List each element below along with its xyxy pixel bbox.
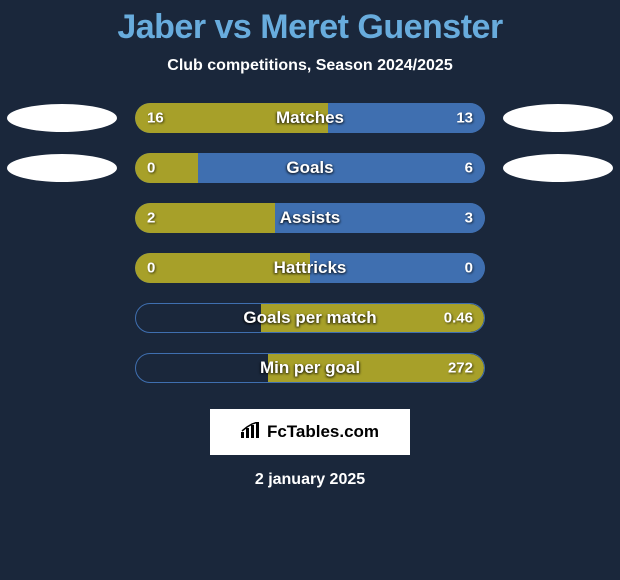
player-right-avatar xyxy=(503,154,613,182)
brand-badge: FcTables.com xyxy=(210,409,410,455)
spacer xyxy=(7,304,117,332)
stat-row: Assists 2 3 xyxy=(7,203,613,233)
stat-row: Min per goal 272 xyxy=(7,353,613,383)
stat-row: Hattricks 0 0 xyxy=(7,253,613,283)
stat-value-right: 0 xyxy=(465,260,473,277)
spacer xyxy=(503,354,613,382)
stat-row: Goals 0 6 xyxy=(7,153,613,183)
stat-label: Hattricks xyxy=(274,258,347,278)
stat-value-right: 6 xyxy=(465,160,473,177)
stat-label: Goals per match xyxy=(243,308,376,328)
spacer xyxy=(503,254,613,282)
stat-row: Goals per match 0.46 xyxy=(7,303,613,333)
spacer xyxy=(503,204,613,232)
spacer xyxy=(7,204,117,232)
spacer xyxy=(7,254,117,282)
stat-row: Matches 16 13 xyxy=(7,103,613,133)
spacer xyxy=(7,354,117,382)
stat-value-right: 3 xyxy=(465,210,473,227)
stat-value-right: 13 xyxy=(456,110,473,127)
stat-bar: Min per goal 272 xyxy=(135,353,485,383)
brand-text: FcTables.com xyxy=(267,422,379,442)
stat-value-left: 16 xyxy=(147,110,164,127)
stat-label: Assists xyxy=(280,208,340,228)
player-left-avatar xyxy=(7,154,117,182)
player-right-avatar xyxy=(503,104,613,132)
stat-label: Matches xyxy=(276,108,344,128)
player-left-avatar xyxy=(7,104,117,132)
stat-label: Goals xyxy=(286,158,333,178)
page-subtitle: Club competitions, Season 2024/2025 xyxy=(167,57,452,75)
stat-value-left: 2 xyxy=(147,210,155,227)
stat-bar: Hattricks 0 0 xyxy=(135,253,485,283)
stat-value-right: 272 xyxy=(448,360,473,377)
stat-bar: Goals 0 6 xyxy=(135,153,485,183)
stat-label: Min per goal xyxy=(260,358,360,378)
stat-value-right: 0.46 xyxy=(444,310,473,327)
stat-value-left: 0 xyxy=(147,260,155,277)
date-label: 2 january 2025 xyxy=(255,471,365,489)
stat-bar: Goals per match 0.46 xyxy=(135,303,485,333)
chart-icon xyxy=(241,422,261,443)
stat-bar: Assists 2 3 xyxy=(135,203,485,233)
page-title: Jaber vs Meret Guenster xyxy=(117,8,502,47)
spacer xyxy=(503,304,613,332)
stat-bar: Matches 16 13 xyxy=(135,103,485,133)
stat-value-left: 0 xyxy=(147,160,155,177)
